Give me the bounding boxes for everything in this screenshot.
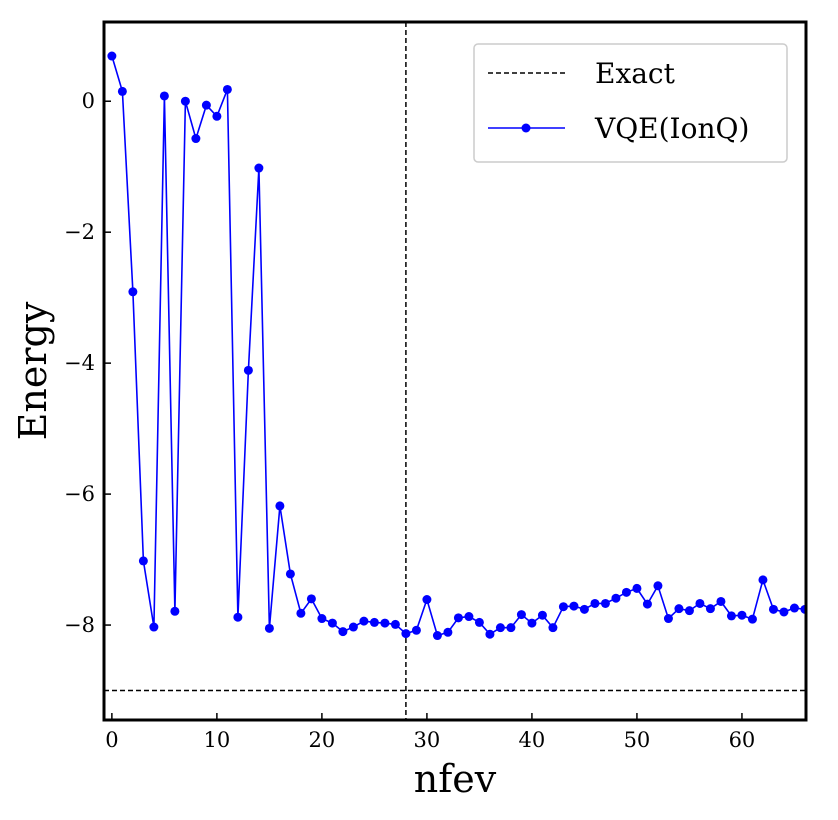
data-point [222, 84, 232, 94]
data-point [306, 594, 316, 604]
x-tick-label: 30 [414, 728, 441, 752]
data-point [464, 612, 474, 622]
data-point [768, 604, 778, 614]
data-point [180, 96, 190, 106]
axes-frame [102, 20, 808, 722]
data-point [149, 622, 159, 632]
data-point [527, 618, 537, 628]
data-point [705, 604, 715, 614]
data-point [495, 623, 505, 633]
data-point [212, 111, 222, 121]
data-point [443, 627, 453, 637]
data-point [600, 598, 610, 608]
x-tick-label: 40 [519, 728, 546, 752]
data-point [327, 618, 337, 628]
y-tick-label: 0 [82, 89, 95, 113]
data-point [264, 623, 274, 633]
data-point [159, 91, 169, 101]
legend-vqe-label: VQE(IonQ) [594, 112, 749, 145]
x-tick-label: 10 [204, 728, 231, 752]
data-point [642, 599, 652, 609]
x-axis-title: nfev [414, 757, 497, 801]
data-point [590, 598, 600, 608]
data-point [737, 610, 747, 620]
data-point [716, 596, 726, 606]
data-point [432, 631, 442, 641]
data-point [117, 86, 127, 96]
x-tick-label: 60 [729, 728, 756, 752]
data-point [170, 606, 180, 616]
data-point [653, 581, 663, 591]
y-tick-label: −4 [64, 351, 95, 375]
data-point [726, 611, 736, 621]
y-axis-title: Energy [11, 301, 55, 440]
data-point [474, 617, 484, 627]
data-point [128, 287, 138, 297]
data-point [779, 607, 789, 617]
data-point [296, 608, 306, 618]
plot-area [104, 22, 806, 720]
data-point [506, 623, 516, 633]
data-point [579, 604, 589, 614]
data-point [317, 614, 327, 624]
data-point [348, 622, 358, 632]
data-point [569, 601, 579, 611]
data-point [453, 613, 463, 623]
data-point [233, 612, 243, 622]
data-point [548, 623, 558, 633]
x-tick-label: 0 [105, 728, 118, 752]
x-tick-label: 20 [309, 728, 336, 752]
plot-content [104, 22, 806, 720]
data-point [674, 604, 684, 614]
legend: Exact VQE(IonQ) [473, 43, 788, 163]
data-point [401, 629, 411, 639]
data-point [611, 593, 621, 603]
data-point [485, 629, 495, 639]
y-tick-label: −2 [64, 220, 95, 244]
data-point [663, 614, 673, 624]
data-point [758, 575, 768, 585]
data-point [390, 619, 400, 629]
data-point [422, 595, 432, 605]
data-point [684, 606, 694, 616]
data-point [537, 610, 547, 620]
data-point [243, 365, 253, 375]
data-point [201, 100, 211, 110]
y-tick-label: −6 [64, 482, 95, 506]
data-point [275, 501, 285, 511]
data-point [107, 51, 117, 61]
data-point [789, 603, 799, 613]
data-point [516, 610, 526, 620]
data-point [747, 614, 757, 624]
data-point [359, 616, 369, 626]
data-point [632, 583, 642, 593]
legend-vqe-marker [521, 123, 531, 133]
data-point [558, 602, 568, 612]
ticks: 0 10 20 30 40 50 60 0 −2 −4 −6 −8 [64, 89, 755, 752]
data-point [380, 618, 390, 628]
data-point [138, 556, 148, 566]
data-point [621, 587, 631, 597]
data-point [695, 598, 705, 608]
data-point [338, 627, 348, 637]
legend-exact-label: Exact [595, 57, 676, 90]
data-point [191, 134, 201, 144]
data-point [369, 617, 379, 627]
x-tick-label: 50 [624, 728, 651, 752]
data-point [411, 625, 421, 635]
data-point [285, 569, 295, 579]
y-tick-label: −8 [64, 613, 95, 637]
data-point [254, 163, 264, 173]
